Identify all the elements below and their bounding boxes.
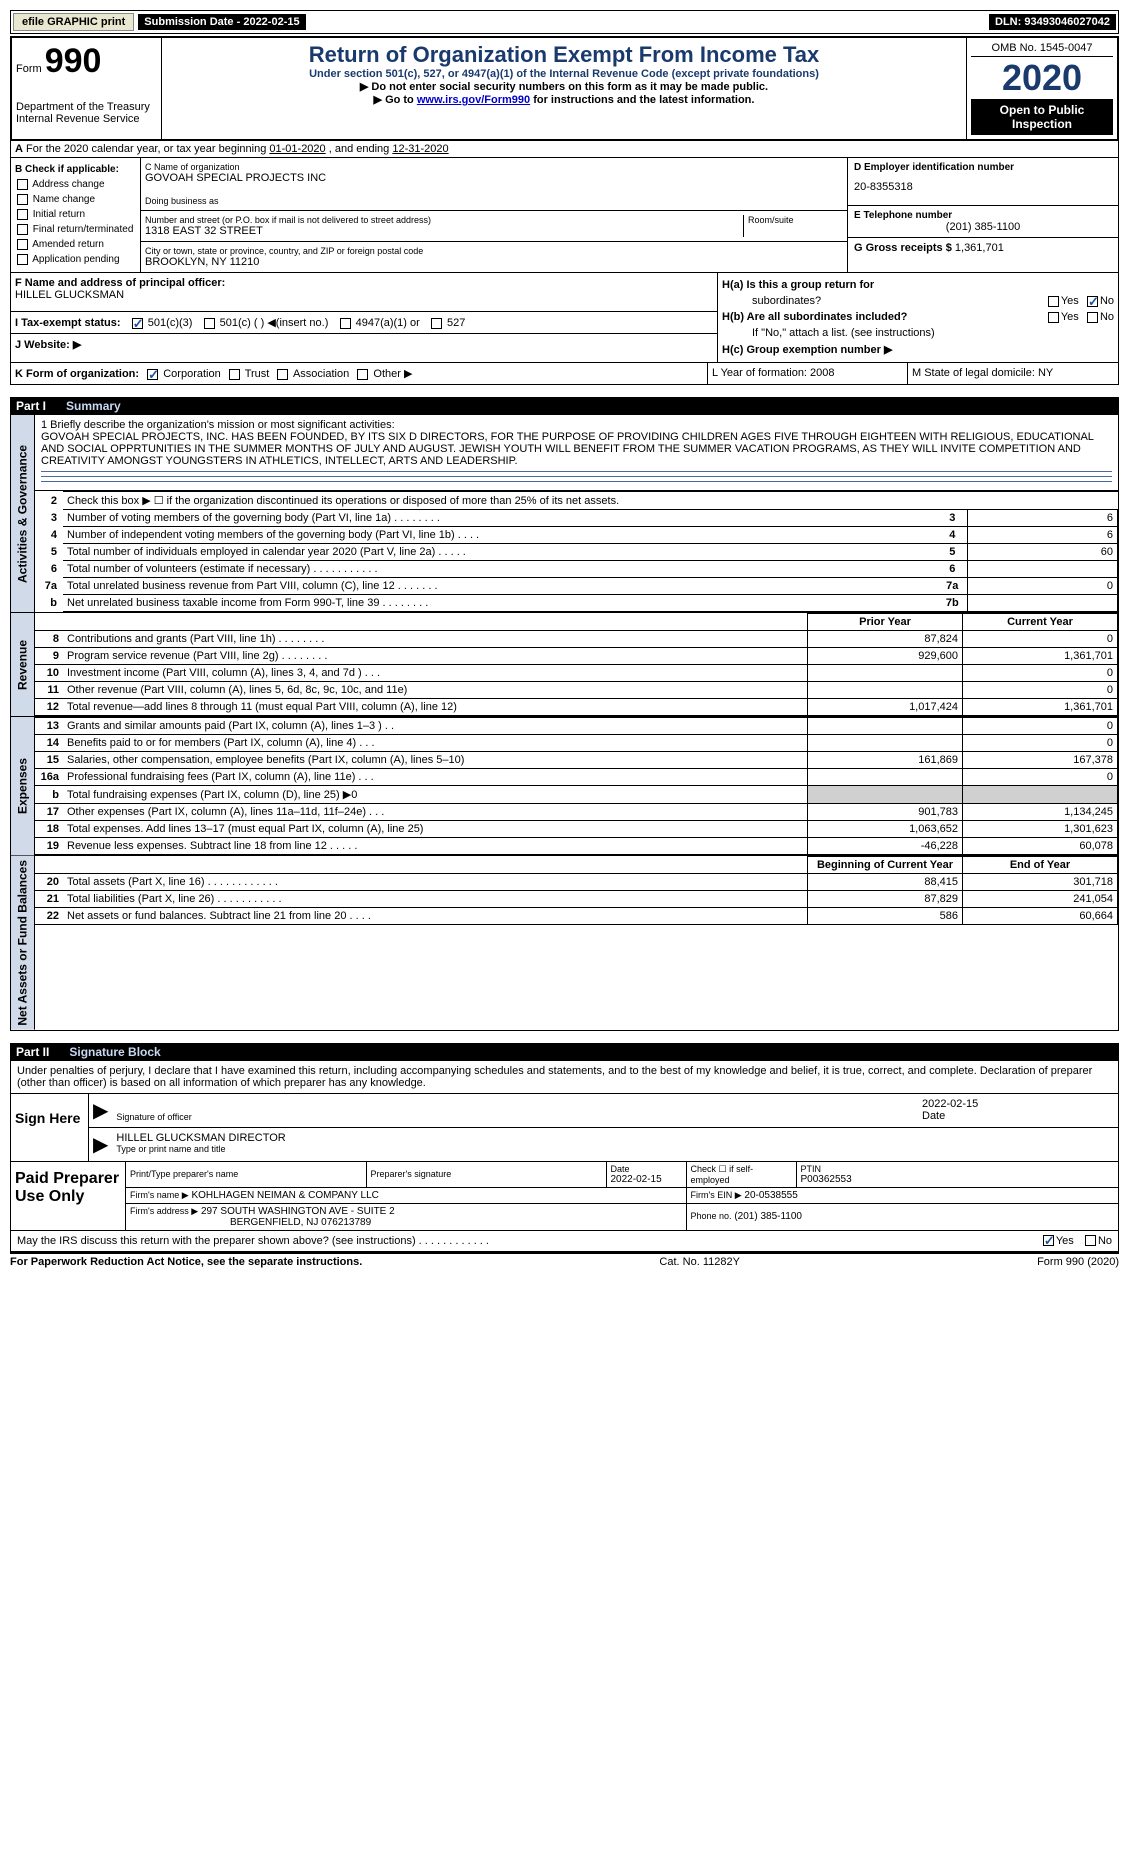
- form-number: 990: [45, 42, 102, 80]
- irs-label: Internal Revenue Service: [16, 113, 157, 125]
- side-activities: Activities & Governance: [11, 415, 35, 612]
- side-revenue: Revenue: [11, 613, 35, 716]
- discuss-yes[interactable]: [1043, 1235, 1054, 1246]
- col-d-ein-tel: D Employer identification number 20-8355…: [848, 158, 1118, 272]
- telephone-value: (201) 385-1100: [854, 221, 1112, 233]
- part-2-header: Part II Signature Block: [10, 1043, 1119, 1061]
- cb-corp[interactable]: [147, 369, 158, 380]
- submission-date-label: Submission Date - 2022-02-15: [138, 14, 305, 30]
- net-assets-table: Beginning of Current YearEnd of Year20To…: [35, 856, 1118, 925]
- open-to-public: Open to Public Inspection: [971, 99, 1113, 135]
- cb-amended[interactable]: Amended return: [15, 237, 136, 252]
- row-klm: K Form of organization: Corporation Trus…: [10, 363, 1119, 385]
- section-revenue: Revenue Prior YearCurrent Year8Contribut…: [10, 613, 1119, 717]
- cb-4947[interactable]: [340, 318, 351, 329]
- sig-date: 2022-02-15: [922, 1098, 1114, 1110]
- hb-yes[interactable]: [1048, 312, 1059, 323]
- revenue-table: Prior YearCurrent Year8Contributions and…: [35, 613, 1118, 716]
- ein-value: 20-8355318: [854, 173, 1112, 201]
- gross-receipts: 1,361,701: [955, 242, 1004, 254]
- omb-number: OMB No. 1545-0047: [971, 42, 1113, 57]
- firm-phone: (201) 385-1100: [734, 1211, 802, 1222]
- irs-link[interactable]: www.irs.gov/Form990: [417, 94, 530, 106]
- arrow-icon: ▶: [89, 1094, 112, 1127]
- signature-block: Under penalties of perjury, I declare th…: [10, 1061, 1119, 1252]
- sign-here-label: Sign Here: [11, 1094, 89, 1161]
- year-formation: L Year of formation: 2008: [708, 363, 908, 384]
- form-header: Form 990 Department of the Treasury Inte…: [10, 36, 1119, 141]
- firm-name: KOHLHAGEN NEIMAN & COMPANY LLC: [191, 1190, 378, 1201]
- mission-text: GOVOAH SPECIAL PROJECTS, INC. HAS BEEN F…: [41, 431, 1112, 467]
- efile-print-button[interactable]: efile GRAPHIC print: [13, 13, 134, 31]
- discuss-no[interactable]: [1085, 1235, 1096, 1246]
- footer-bar: For Paperwork Reduction Act Notice, see …: [10, 1252, 1119, 1270]
- discuss-row: May the IRS discuss this return with the…: [11, 1230, 1118, 1251]
- section-bcd: B Check if applicable: Address change Na…: [10, 158, 1119, 273]
- expenses-table: 13Grants and similar amounts paid (Part …: [35, 717, 1118, 855]
- mission-block: 1 Briefly describe the organization's mi…: [35, 415, 1118, 491]
- governance-table: 2Check this box ▶ ☐ if the organization …: [35, 491, 1118, 612]
- cb-initial[interactable]: Initial return: [15, 207, 136, 222]
- col-c-name-address: C Name of organization GOVOAH SPECIAL PR…: [141, 158, 848, 272]
- cb-527[interactable]: [431, 318, 442, 329]
- cb-other[interactable]: [357, 369, 368, 380]
- form-subtitle: Under section 501(c), 527, or 4947(a)(1)…: [166, 68, 962, 80]
- cb-final[interactable]: Final return/terminated: [15, 222, 136, 237]
- form-title: Return of Organization Exempt From Incom…: [166, 42, 962, 68]
- side-expenses: Expenses: [11, 717, 35, 855]
- website-label: J Website: ▶: [15, 339, 81, 351]
- paid-preparer-label: Paid Preparer Use Only: [11, 1162, 126, 1230]
- top-bar: efile GRAPHIC print Submission Date - 20…: [10, 10, 1119, 34]
- firm-addr2: BERGENFIELD, NJ 076213789: [130, 1217, 371, 1228]
- hb-no[interactable]: [1087, 312, 1098, 323]
- section-activities: Activities & Governance 1 Briefly descri…: [10, 415, 1119, 613]
- instr-goto: ▶ Go to www.irs.gov/Form990 for instruct…: [166, 93, 962, 106]
- org-street: 1318 EAST 32 STREET: [145, 225, 743, 237]
- cb-name[interactable]: Name change: [15, 192, 136, 207]
- ha-no[interactable]: [1087, 296, 1098, 307]
- instr-ssn: ▶ Do not enter social security numbers o…: [166, 80, 962, 93]
- state-domicile: M State of legal domicile: NY: [908, 363, 1118, 384]
- cb-address[interactable]: Address change: [15, 177, 136, 192]
- firm-addr1: 297 SOUTH WASHINGTON AVE - SUITE 2: [201, 1206, 395, 1217]
- col-b-checkboxes: B Check if applicable: Address change Na…: [11, 158, 141, 272]
- tax-year: 2020: [971, 57, 1113, 99]
- principal-officer: HILLEL GLUCKSMAN: [15, 289, 713, 301]
- cb-trust[interactable]: [229, 369, 240, 380]
- cb-501c[interactable]: [204, 318, 215, 329]
- paperwork-notice: For Paperwork Reduction Act Notice, see …: [10, 1256, 362, 1268]
- officer-name-title: HILLEL GLUCKSMAN DIRECTOR: [116, 1132, 1114, 1144]
- section-net-assets: Net Assets or Fund Balances Beginning of…: [10, 856, 1119, 1031]
- header-left: Form 990 Department of the Treasury Inte…: [12, 38, 162, 139]
- preparer-table: Print/Type preparer's name Preparer's si…: [126, 1162, 1118, 1230]
- form-footer: Form 990 (2020): [1037, 1256, 1119, 1268]
- side-net-assets: Net Assets or Fund Balances: [11, 856, 35, 1030]
- header-right: OMB No. 1545-0047 2020 Open to Public In…: [967, 38, 1117, 139]
- org-name: GOVOAH SPECIAL PROJECTS INC: [145, 172, 843, 184]
- cb-assoc[interactable]: [277, 369, 288, 380]
- section-expenses: Expenses 13Grants and similar amounts pa…: [10, 717, 1119, 856]
- form-label: Form: [16, 63, 42, 75]
- arrow-icon: ▶: [89, 1128, 112, 1161]
- ha-yes[interactable]: [1048, 296, 1059, 307]
- firm-ein: 20-0538555: [744, 1190, 797, 1201]
- cb-pending[interactable]: Application pending: [15, 252, 136, 267]
- row-f-h: F Name and address of principal officer:…: [10, 273, 1119, 363]
- row-a-tax-year: A For the 2020 calendar year, or tax yea…: [10, 141, 1119, 158]
- cat-no: Cat. No. 11282Y: [659, 1256, 740, 1268]
- penalties-text: Under penalties of perjury, I declare th…: [11, 1061, 1118, 1093]
- org-city: BROOKLYN, NY 11210: [145, 256, 843, 268]
- cb-501c3[interactable]: [132, 318, 143, 329]
- dln-label: DLN: 93493046027042: [989, 14, 1116, 30]
- dept-treasury: Department of the Treasury: [16, 101, 157, 113]
- header-center: Return of Organization Exempt From Incom…: [162, 38, 967, 139]
- ptin-value: P00362553: [801, 1174, 1115, 1185]
- part-1-header: Part I Summary: [10, 397, 1119, 415]
